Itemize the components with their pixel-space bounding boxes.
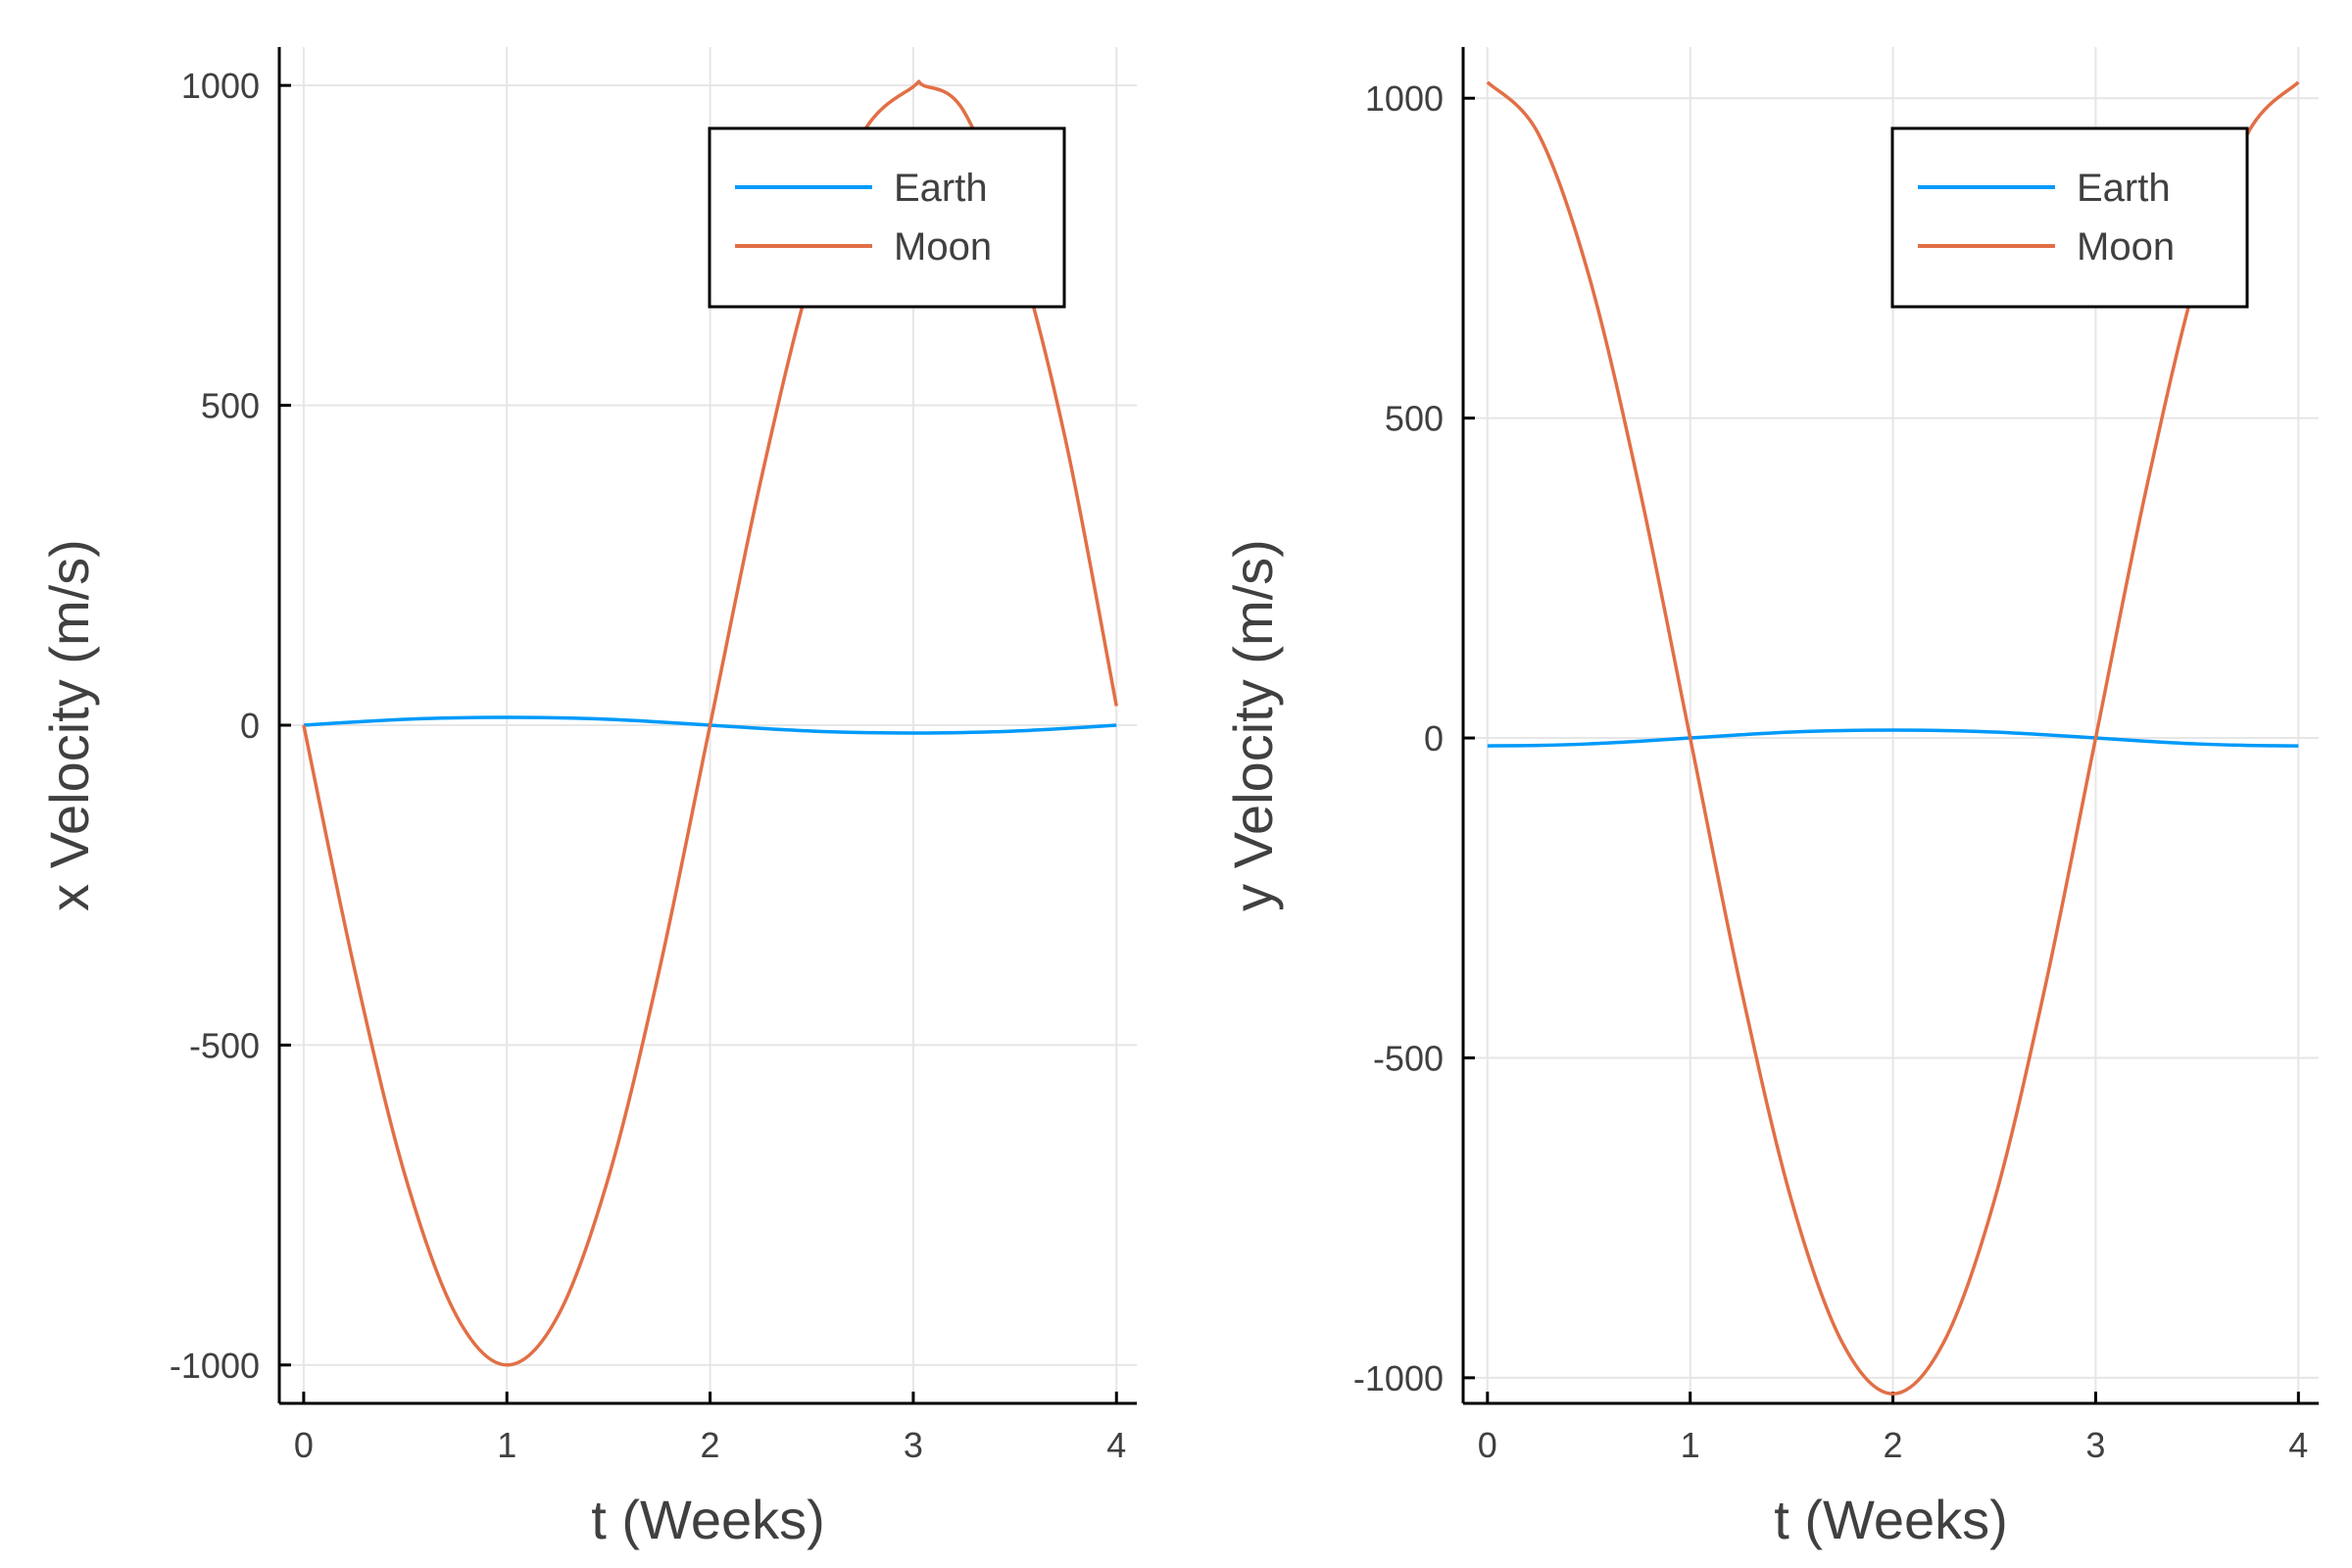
x-tick-label: 3 <box>2085 1425 2105 1465</box>
legend-label-moon: Moon <box>2077 225 2175 269</box>
y-tick-label: -500 <box>189 1025 260 1065</box>
y-axis-label: x Velocity (m/s) <box>38 539 100 911</box>
legend-label-moon: Moon <box>894 225 992 269</box>
y-tick-label: 0 <box>1424 718 1444 759</box>
x-tick-label: 2 <box>701 1425 720 1465</box>
series-lines <box>1486 80 2300 1396</box>
x-tick-label: 3 <box>904 1425 923 1465</box>
y-tick-label: 1000 <box>181 66 260 106</box>
legend: Earth Moon <box>708 126 1066 309</box>
chart-panel-2: 0 1 2 3 4 -1000 -500 0 500 1000 t (Weeks) y Velocit… <box>1222 47 2319 1550</box>
x-tick-label: 4 <box>2288 1425 2308 1465</box>
legend-label-earth: Earth <box>2077 167 2171 210</box>
x-tick-label: 0 <box>294 1425 314 1465</box>
y-tick-label: -500 <box>1373 1038 1444 1078</box>
y-tick-label: 500 <box>201 386 260 426</box>
gridlines <box>1463 47 2319 1403</box>
x-tick-label: 2 <box>1884 1425 1903 1465</box>
x-axis-label: t (Weeks) <box>591 1489 825 1550</box>
legend-box <box>1890 126 2249 309</box>
x-tick-label: 1 <box>497 1425 516 1465</box>
legend-box <box>708 126 1066 309</box>
x-axis-label: t (Weeks) <box>1774 1489 2008 1550</box>
x-tick-label: 0 <box>1478 1425 1497 1465</box>
legend: Earth Moon <box>1890 126 2249 309</box>
series-line-moon <box>1486 80 2300 1396</box>
y-tick-label: -1000 <box>170 1346 260 1386</box>
x-tick-label: 4 <box>1106 1425 1126 1465</box>
y-tick-label: 1000 <box>1365 78 1444 119</box>
y-axis-label: y Velocity (m/s) <box>1222 539 1284 911</box>
y-tick-label: 0 <box>240 706 260 746</box>
y-tick-label: 500 <box>1385 399 1444 439</box>
y-tick-label: -1000 <box>1353 1358 1444 1398</box>
chart-panel-1: 0 1 2 3 4 -1000 -500 0 500 1000 t (Weeks) x Velocit… <box>38 47 1137 1550</box>
x-tick-label: 1 <box>1681 1425 1700 1465</box>
legend-label-earth: Earth <box>894 167 988 210</box>
series-line-earth <box>1487 728 2299 748</box>
